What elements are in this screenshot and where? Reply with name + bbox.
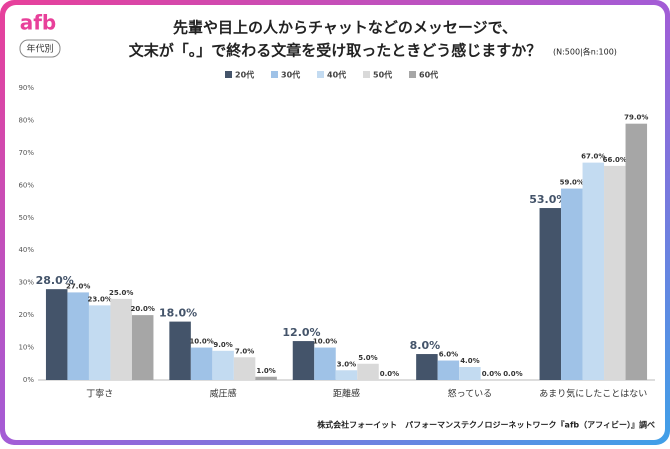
value-label: 0.0% xyxy=(482,370,501,378)
chart-title: 先輩や目上の人からチャットなどのメッセージで、 xyxy=(173,19,517,37)
bar xyxy=(255,376,277,380)
legend-label: 60代 xyxy=(419,70,438,80)
y-tick-label: 60% xyxy=(18,181,34,189)
x-tick-label: あまり気にしたことはない xyxy=(539,388,647,400)
x-tick-label: 丁寧さ xyxy=(86,388,113,400)
value-label: 20.0% xyxy=(131,305,155,313)
legend-swatch xyxy=(225,71,232,78)
legend-label: 50代 xyxy=(373,70,392,80)
value-label: 53.0% xyxy=(529,193,567,206)
y-tick-label: 70% xyxy=(18,149,34,157)
y-tick-label: 80% xyxy=(18,116,34,124)
x-tick-label: 怒っている xyxy=(448,388,493,400)
value-label: 79.0% xyxy=(624,114,648,122)
y-tick-label: 0% xyxy=(23,376,34,384)
bar xyxy=(88,305,111,380)
bar xyxy=(314,347,336,380)
value-label: 10.0% xyxy=(313,338,337,346)
bar xyxy=(110,298,132,380)
value-label: 28.0% xyxy=(36,274,74,287)
legend-swatch xyxy=(363,71,370,78)
y-tick-label: 20% xyxy=(18,311,34,319)
value-label: 7.0% xyxy=(235,347,254,355)
x-tick-label: 距離感 xyxy=(333,388,360,400)
value-label: 23.0% xyxy=(88,295,112,303)
value-label: 5.0% xyxy=(358,354,377,362)
value-label: 3.0% xyxy=(337,360,356,368)
bar xyxy=(169,321,191,380)
bar xyxy=(335,370,358,380)
bar xyxy=(625,123,648,380)
bar xyxy=(604,165,626,380)
legend-swatch xyxy=(317,71,324,78)
bar xyxy=(416,354,438,380)
bar xyxy=(190,347,213,380)
bar xyxy=(437,360,460,380)
value-label: 66.0% xyxy=(603,156,627,164)
badge: 年代別 xyxy=(26,43,53,55)
value-label: 0.0% xyxy=(380,370,399,378)
y-tick-label: 50% xyxy=(18,214,34,222)
value-label: 4.0% xyxy=(460,357,479,365)
x-tick-label: 威圧感 xyxy=(210,388,237,400)
bar xyxy=(45,289,68,380)
legend-swatch xyxy=(271,71,278,78)
bar xyxy=(561,188,583,380)
bar xyxy=(292,341,315,380)
bar xyxy=(539,208,562,380)
legend-label: 20代 xyxy=(235,70,254,80)
value-label: 6.0% xyxy=(439,351,458,359)
legend-swatch xyxy=(409,71,416,78)
bar xyxy=(233,357,256,380)
legend-label: 30代 xyxy=(281,70,300,80)
bar xyxy=(582,162,605,380)
value-label: 59.0% xyxy=(560,179,584,187)
chart-subtitle: (N:500|各n:100) xyxy=(553,47,617,57)
y-tick-label: 40% xyxy=(18,246,34,254)
value-label: 9.0% xyxy=(213,341,232,349)
logo: afb xyxy=(20,11,57,35)
bar xyxy=(459,367,481,380)
value-label: 18.0% xyxy=(159,307,197,320)
footer: 株式会社フォーイット パフォーマンステクノロジーネットワーク『afb（アフィビー… xyxy=(317,420,655,430)
value-label: 1.0% xyxy=(256,367,275,375)
value-label: 25.0% xyxy=(109,289,133,297)
value-label: 12.0% xyxy=(282,326,320,339)
value-label: 8.0% xyxy=(410,339,441,352)
bar xyxy=(357,363,379,380)
value-label: 10.0% xyxy=(189,338,213,346)
legend-label: 40代 xyxy=(327,70,346,80)
bar xyxy=(131,315,154,380)
bar xyxy=(67,292,89,380)
y-tick-label: 30% xyxy=(18,279,34,287)
badge-box xyxy=(19,39,61,58)
value-label: 67.0% xyxy=(581,153,605,161)
value-label: 27.0% xyxy=(66,282,90,290)
y-tick-label: 90% xyxy=(18,84,34,92)
value-label: 0.0% xyxy=(503,370,522,378)
chart-title: 文末が「。」で終わる文章を受け取ったときどう感じますか？ xyxy=(129,42,542,60)
y-tick-label: 10% xyxy=(18,344,34,352)
bar xyxy=(212,350,234,380)
